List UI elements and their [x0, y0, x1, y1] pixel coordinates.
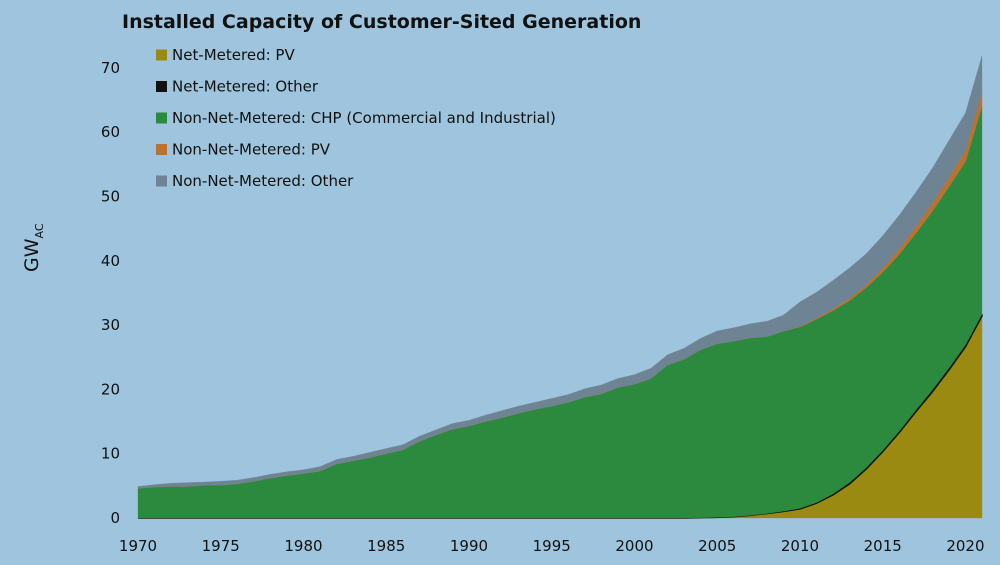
- legend-label-non-net-metered-pv: Non-Net-Metered: PV: [172, 141, 331, 159]
- x-tick-label: 1980: [284, 537, 322, 555]
- legend-swatch-non-net-metered-other: [156, 175, 167, 187]
- plot-areas: [137, 55, 983, 519]
- x-tick-label: 2000: [615, 537, 653, 555]
- x-tick-label: 1995: [533, 537, 571, 555]
- legend-label-non-net-metered-chp-commercial-and-industrial: Non-Net-Metered: CHP (Commercial and Ind…: [172, 109, 556, 127]
- y-tick-label: 60: [101, 123, 120, 141]
- y-axis-label-subscript: AC: [33, 223, 46, 238]
- x-axis-ticks: 1970 1975 1980 1985 1990 1995 2000 2005 2010 2015…: [119, 537, 985, 555]
- y-tick-label: 40: [101, 252, 120, 270]
- legend-swatch-net-metered-pv: [156, 49, 167, 61]
- legend: Net-Metered: PV Net-Metered: Other Non-Net…: [156, 46, 556, 190]
- chart-title: Installed Capacity of Customer-Sited Gen…: [122, 11, 641, 33]
- y-tick-label: 70: [101, 59, 120, 77]
- x-tick-label: 1990: [450, 537, 488, 555]
- x-tick-label: 2005: [698, 537, 736, 555]
- legend-label-net-metered-pv: Net-Metered: PV: [172, 46, 295, 64]
- x-tick-label: 1975: [202, 537, 240, 555]
- legend-swatch-non-net-metered-chp-commercial-and-industrial: [156, 112, 167, 124]
- x-tick-label: 1985: [367, 537, 405, 555]
- y-tick-label: 50: [101, 187, 120, 205]
- x-tick-label: 2010: [781, 537, 819, 555]
- legend-label-net-metered-other: Net-Metered: Other: [172, 78, 319, 96]
- y-tick-label: 10: [101, 445, 120, 463]
- area-series-non-net-metered-chp-commercial-and-industrial: [137, 106, 983, 519]
- x-tick-label: 2015: [864, 537, 902, 555]
- legend-swatch-non-net-metered-pv: [156, 144, 167, 155]
- legend-label-non-net-metered-other: Non-Net-Metered: Other: [172, 172, 354, 190]
- x-tick-label: 1970: [119, 537, 157, 555]
- y-tick-label: 30: [101, 316, 120, 334]
- y-axis-ticks: 0 10 20 30 40 50 60 70: [101, 59, 120, 527]
- x-tick-label: 2020: [946, 537, 984, 555]
- area-series-non-net-metered-other: [137, 55, 983, 489]
- legend-swatch-net-metered-other: [156, 81, 167, 92]
- y-axis-label: GWAC: [21, 223, 46, 272]
- y-tick-label: 0: [110, 509, 120, 527]
- y-tick-label: 20: [101, 380, 120, 398]
- y-axis-label-main: GW: [21, 238, 43, 272]
